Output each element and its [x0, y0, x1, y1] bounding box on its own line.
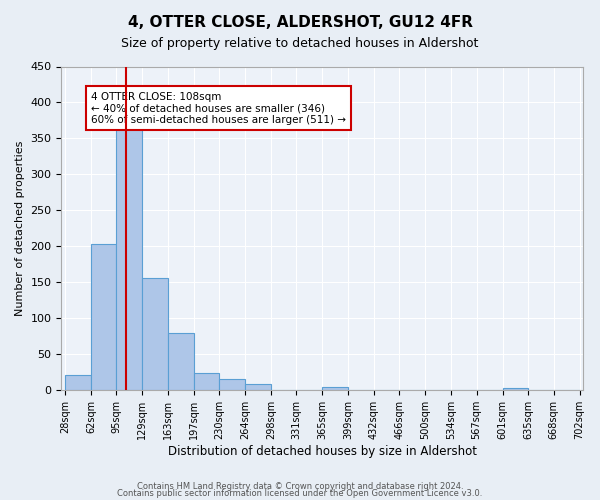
Bar: [116, 126, 142, 390]
X-axis label: Distribution of detached houses by size in Aldershot: Distribution of detached houses by size …: [168, 444, 477, 458]
Text: 4 OTTER CLOSE: 108sqm
← 40% of detached houses are smaller (346)
60% of semi-det: 4 OTTER CLOSE: 108sqm ← 40% of detached …: [91, 92, 346, 125]
Text: Contains public sector information licensed under the Open Government Licence v3: Contains public sector information licen…: [118, 490, 482, 498]
Bar: [245, 384, 271, 390]
Text: Contains HM Land Registry data © Crown copyright and database right 2024.: Contains HM Land Registry data © Crown c…: [137, 482, 463, 491]
Bar: [503, 388, 529, 390]
Bar: [91, 244, 116, 390]
Text: Size of property relative to detached houses in Aldershot: Size of property relative to detached ho…: [121, 38, 479, 51]
Bar: [168, 333, 194, 390]
Text: 4, OTTER CLOSE, ALDERSHOT, GU12 4FR: 4, OTTER CLOSE, ALDERSHOT, GU12 4FR: [128, 15, 473, 30]
Bar: [142, 278, 168, 390]
Bar: [220, 379, 245, 390]
Bar: [322, 387, 349, 390]
Y-axis label: Number of detached properties: Number of detached properties: [15, 140, 25, 316]
Bar: [65, 376, 91, 390]
Bar: [194, 374, 220, 390]
